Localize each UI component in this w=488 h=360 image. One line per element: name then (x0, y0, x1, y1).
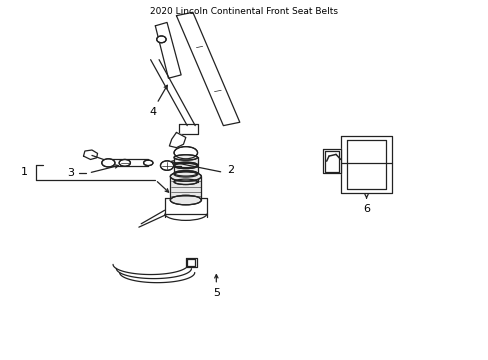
Ellipse shape (174, 171, 197, 176)
Polygon shape (176, 12, 239, 126)
Polygon shape (174, 166, 197, 174)
Ellipse shape (119, 159, 130, 166)
Ellipse shape (102, 159, 115, 167)
Text: 2: 2 (226, 165, 233, 175)
Polygon shape (174, 157, 197, 165)
Polygon shape (164, 198, 206, 213)
Text: 1: 1 (20, 167, 27, 177)
Ellipse shape (174, 162, 197, 168)
Ellipse shape (174, 155, 197, 160)
Polygon shape (169, 132, 185, 148)
Ellipse shape (174, 147, 197, 159)
Circle shape (160, 161, 173, 170)
Polygon shape (185, 258, 196, 267)
Polygon shape (179, 124, 197, 134)
Text: 4: 4 (149, 107, 156, 117)
Circle shape (156, 36, 166, 43)
Ellipse shape (174, 172, 197, 177)
Ellipse shape (174, 163, 197, 168)
Polygon shape (83, 150, 98, 159)
Text: 3: 3 (67, 168, 74, 178)
Ellipse shape (174, 179, 197, 185)
Polygon shape (340, 136, 391, 193)
Ellipse shape (170, 172, 201, 181)
Polygon shape (108, 159, 148, 166)
Polygon shape (170, 176, 201, 200)
Ellipse shape (143, 160, 153, 166)
Polygon shape (174, 174, 197, 182)
Text: 5: 5 (212, 288, 220, 298)
Ellipse shape (170, 195, 201, 205)
Text: 2020 Lincoln Continental Front Seat Belts: 2020 Lincoln Continental Front Seat Belt… (150, 6, 338, 15)
Polygon shape (322, 149, 340, 173)
Polygon shape (155, 22, 181, 78)
Text: 6: 6 (362, 204, 369, 214)
